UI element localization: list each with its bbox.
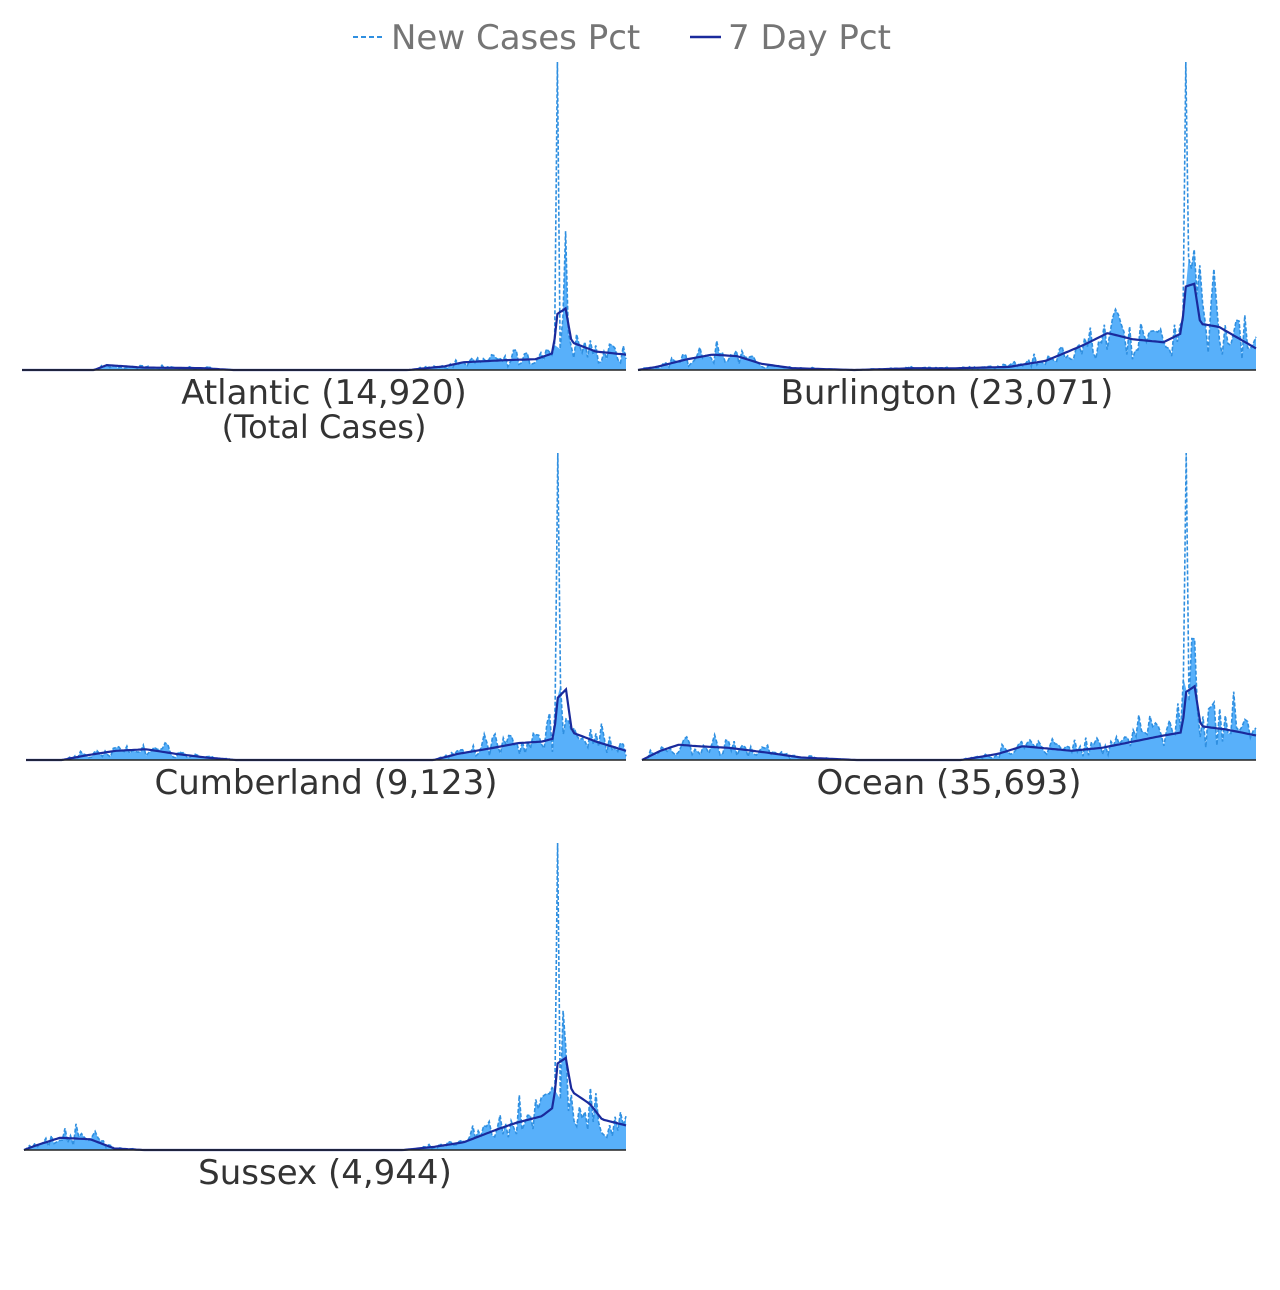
- panel-cumberland: Cumberland (9,123): [26, 452, 627, 803]
- panel-label: Sussex (4,944): [198, 1153, 452, 1193]
- new-cases-line: [641, 452, 1257, 761]
- legend-new-cases-label: New Cases Pct: [391, 18, 640, 58]
- area-fill: [26, 684, 626, 760]
- legend: New Cases Pct 7 Day Pct: [353, 18, 891, 58]
- panel-label: Ocean (35,693): [816, 763, 1081, 803]
- legend-seven-day-label: 7 Day Pct: [728, 18, 891, 58]
- new-cases-line: [22, 61, 627, 371]
- seven-day-line: [637, 282, 1257, 372]
- panel-atlantic: Atlantic (14,920)(Total Cases): [22, 61, 627, 446]
- area-fill: [638, 249, 1256, 370]
- area-fill: [24, 1010, 626, 1150]
- area-fill: [22, 231, 626, 370]
- new-cases-line: [637, 61, 1257, 371]
- panel-sussex: Sussex (4,944): [23, 842, 627, 1193]
- panel-ocean: Ocean (35,693): [641, 452, 1257, 803]
- panel-label: Burlington (23,071): [781, 373, 1114, 413]
- panel-burlington: Burlington (23,071): [637, 61, 1257, 413]
- panel-label: Cumberland (9,123): [155, 763, 498, 803]
- new-cases-line: [23, 842, 627, 1151]
- panel-label: Atlantic (14,920): [181, 373, 467, 413]
- panel-sublabel: (Total Cases): [222, 408, 427, 446]
- panels-group: Atlantic (14,920)(Total Cases) Burlington…: [22, 61, 1257, 1193]
- new-cases-line: [26, 452, 627, 761]
- seven-day-line: [22, 306, 627, 372]
